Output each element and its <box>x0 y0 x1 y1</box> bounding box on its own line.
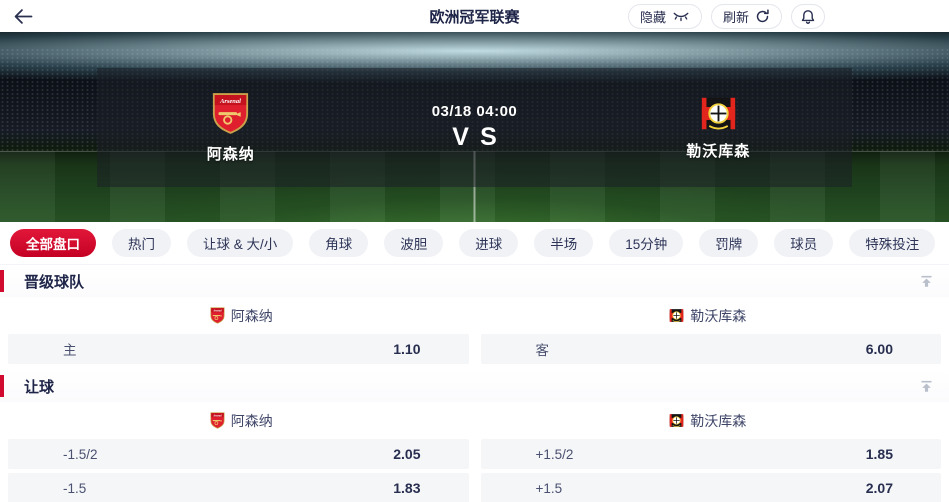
section-title: 晋级球队 <box>24 273 85 291</box>
refresh-button[interactable]: 刷新 <box>710 4 782 29</box>
bell-icon <box>800 9 816 25</box>
odds-value: 1.10 <box>393 341 421 357</box>
away-team-block: 勒沃库森 <box>585 95 853 161</box>
arrow-left-icon <box>12 8 34 25</box>
section-title: 让球 <box>24 378 55 396</box>
market-section-qualify: 晋级球队 阿森纳 勒沃库森 主 1.10 客 6.00 <box>0 265 949 364</box>
tab-all-markets[interactable]: 全部盘口 <box>10 229 96 257</box>
odds-label: +1.5 <box>535 480 563 496</box>
notifications-button[interactable] <box>791 4 825 29</box>
leverkusen-crest-icon <box>700 95 737 132</box>
odds-label: 主 <box>63 343 77 358</box>
away-team-header: 勒沃库森 <box>475 412 942 429</box>
top-bar: 欧洲冠军联赛 隐藏 刷新 <box>0 0 949 32</box>
tab-correct-score[interactable]: 波胆 <box>384 229 444 257</box>
tab-specials[interactable]: 特殊投注 <box>849 229 936 257</box>
away-team-label: 勒沃库森 <box>690 307 747 324</box>
tab-cards[interactable]: 罚牌 <box>699 229 759 257</box>
odds-cell-away[interactable]: +1.5/2 1.85 <box>480 439 941 469</box>
arrow-to-top-icon <box>919 379 934 394</box>
page-title: 欧洲冠军联赛 <box>429 8 520 26</box>
home-team-label: 阿森纳 <box>230 307 273 324</box>
teams-header-row: 阿森纳 勒沃库森 <box>0 402 949 439</box>
away-team-label: 勒沃库森 <box>690 412 747 429</box>
section-header: 晋级球队 <box>0 265 949 297</box>
topbar-actions: 隐藏 刷新 <box>627 4 825 29</box>
section-header: 让球 <box>0 370 949 402</box>
home-team-header: 阿森纳 <box>8 307 475 324</box>
odds-label: 客 <box>535 343 550 358</box>
home-team-label: 阿森纳 <box>230 412 273 429</box>
arsenal-crest-icon <box>210 412 225 429</box>
teams-header-row: 阿森纳 勒沃库森 <box>0 297 949 334</box>
odds-cell-away[interactable]: 客 6.00 <box>480 334 941 364</box>
home-team-block: 阿森纳 <box>97 92 365 164</box>
refresh-button-label: 刷新 <box>722 10 749 25</box>
home-team-name: 阿森纳 <box>206 145 255 163</box>
tab-handicap-ou[interactable]: 让球 & 大/小 <box>187 229 294 257</box>
away-team-header: 勒沃库森 <box>475 307 942 324</box>
arsenal-crest-icon <box>212 92 249 135</box>
leverkusen-crest-icon <box>669 308 684 323</box>
collapse-section-button[interactable] <box>917 272 936 291</box>
back-button[interactable] <box>12 5 38 27</box>
tab-players[interactable]: 球员 <box>774 229 834 257</box>
odds-cell-away[interactable]: +1.5 2.07 <box>480 473 941 502</box>
odds-value: 1.83 <box>393 480 421 496</box>
odds-label: -1.5/2 <box>63 446 98 462</box>
vs-label: VS <box>452 123 509 151</box>
match-center-block: 03/18 04:00 VS <box>365 103 585 152</box>
tab-goals[interactable]: 进球 <box>459 229 519 257</box>
odds-cell-home[interactable]: -1.5/2 2.05 <box>8 439 469 469</box>
collapse-section-button[interactable] <box>917 377 936 396</box>
odds-row: -1.5 1.83 +1.5 2.07 <box>0 473 949 502</box>
match-datetime: 03/18 04:00 <box>431 103 518 120</box>
home-team-header: 阿森纳 <box>8 412 475 429</box>
match-banner: 阿森纳 03/18 04:00 VS 勒沃库森 <box>0 32 949 222</box>
market-tabs: 全部盘口 热门 让球 & 大/小 角球 波胆 进球 半场 15分钟 罚牌 球员 … <box>0 222 949 265</box>
arrow-to-top-icon <box>919 274 934 289</box>
refresh-icon <box>755 9 770 24</box>
odds-cell-home[interactable]: 主 1.10 <box>8 334 469 364</box>
odds-label: -1.5 <box>63 480 87 496</box>
odds-value: 2.05 <box>393 446 421 462</box>
odds-row: 主 1.10 客 6.00 <box>0 334 949 364</box>
arsenal-crest-icon <box>210 307 225 324</box>
away-team-name: 勒沃库森 <box>686 142 751 160</box>
odds-label: +1.5/2 <box>535 446 574 462</box>
tab-15min[interactable]: 15分钟 <box>609 229 684 257</box>
odds-cell-home[interactable]: -1.5 1.83 <box>8 473 469 502</box>
hide-button[interactable]: 隐藏 <box>627 4 702 29</box>
leverkusen-crest-icon <box>669 413 684 428</box>
closed-eye-icon <box>672 10 690 23</box>
tab-corners[interactable]: 角球 <box>309 229 369 257</box>
odds-value: 2.07 <box>865 480 893 496</box>
market-section-handicap: 让球 阿森纳 勒沃库森 -1.5/2 2.05 +1.5/2 1.85 -1.5… <box>0 370 949 502</box>
odds-value: 6.00 <box>865 341 893 357</box>
odds-row: -1.5/2 2.05 +1.5/2 1.85 <box>0 439 949 469</box>
odds-value: 1.85 <box>865 446 893 462</box>
tab-half[interactable]: 半场 <box>534 229 594 257</box>
hide-button-label: 隐藏 <box>639 10 666 25</box>
tab-hot[interactable]: 热门 <box>112 229 171 257</box>
match-info-panel: 阿森纳 03/18 04:00 VS 勒沃库森 <box>97 68 852 187</box>
